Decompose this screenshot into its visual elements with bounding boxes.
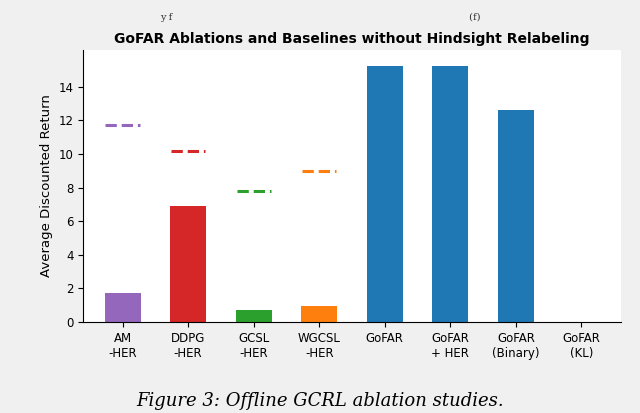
Bar bbox=[236, 309, 272, 322]
Bar bbox=[432, 66, 468, 322]
Y-axis label: Average Discounted Return: Average Discounted Return bbox=[40, 95, 53, 277]
Bar bbox=[104, 293, 141, 322]
Text: Figure 3: Offline GCRL ablation studies.: Figure 3: Offline GCRL ablation studies. bbox=[136, 392, 504, 411]
Bar bbox=[170, 206, 206, 322]
Text: y f                                                                             : y f bbox=[160, 12, 480, 21]
Bar bbox=[301, 306, 337, 322]
Bar bbox=[367, 66, 403, 322]
Title: GoFAR Ablations and Baselines without Hindsight Relabeling: GoFAR Ablations and Baselines without Hi… bbox=[115, 32, 589, 45]
Bar bbox=[498, 110, 534, 322]
